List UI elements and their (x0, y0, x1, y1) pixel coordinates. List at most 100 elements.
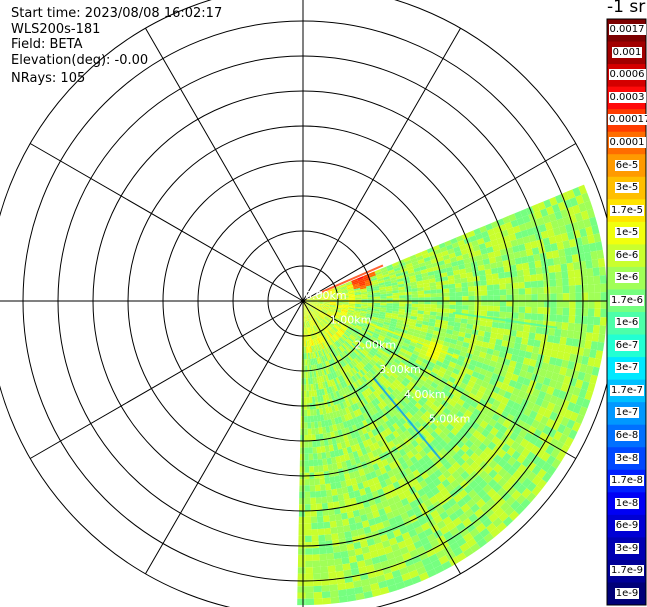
ppi-cell (352, 483, 359, 492)
ppi-cell (317, 299, 324, 301)
ppi-cell (378, 318, 385, 322)
ppi-cell (522, 235, 531, 244)
ppi-cell (430, 509, 440, 519)
ppi-cell (487, 441, 497, 451)
ppi-cell (435, 277, 442, 283)
ppi-cell (509, 360, 517, 368)
ppi-cell (314, 324, 319, 331)
radial-spoke (302, 27, 461, 302)
ppi-cell (344, 498, 352, 507)
ppi-cell (350, 397, 357, 405)
ppi-cell (337, 583, 347, 591)
ppi-cell (365, 445, 372, 454)
colorbar-unit-label: -1 sr (607, 0, 646, 17)
ppi-cell (472, 408, 481, 417)
ppi-cell (524, 281, 532, 289)
ppi-cell (575, 194, 585, 205)
ppi-cell (311, 345, 314, 353)
ppi-cell (305, 340, 308, 347)
ppi-cell (381, 539, 391, 549)
ppi-cell (454, 423, 463, 432)
ppi-cell (416, 255, 424, 261)
ppi-cell (348, 293, 355, 296)
ppi-cell (308, 307, 313, 313)
ppi-cell (429, 472, 438, 482)
ppi-cell (383, 351, 391, 358)
ppi-cell (358, 317, 366, 321)
colorbar-tick-label: 6e-5 (614, 159, 640, 171)
ppi-cell (310, 516, 318, 524)
ppi-cell (505, 437, 515, 447)
ppi-cell (412, 264, 420, 270)
ppi-cell (453, 493, 463, 503)
ppi-cell (483, 235, 491, 243)
ppi-cell (360, 434, 367, 442)
ppi-cell (472, 518, 483, 528)
ppi-cell (490, 527, 501, 538)
ppi-cell (361, 520, 370, 528)
ppi-cell (341, 308, 348, 312)
ppi-cell (431, 559, 442, 569)
ppi-cell (336, 331, 343, 337)
ppi-cell (317, 421, 322, 428)
ppi-cell (311, 299, 318, 301)
ppi-cell (304, 435, 309, 442)
ppi-cell (532, 225, 541, 235)
ppi-cell (336, 339, 343, 346)
ppi-cell (316, 440, 321, 447)
ppi-cell (327, 331, 333, 337)
ppi-cell (442, 316, 449, 322)
ppi-cell (506, 347, 514, 355)
ppi-cell (562, 352, 571, 361)
ppi-cell (489, 337, 497, 345)
ppi-cell (583, 218, 592, 228)
ppi-cell (323, 302, 330, 304)
ppi-cell (450, 479, 460, 489)
ppi-cell (600, 292, 608, 301)
ppi-cell (304, 327, 307, 335)
ring-label: 5.00km (429, 413, 471, 426)
ppi-cell (566, 384, 575, 395)
ppi-cell (458, 512, 469, 523)
ppi-cell (345, 479, 352, 487)
ppi-cell (395, 534, 405, 544)
ppi-cell (329, 304, 336, 307)
ppi-cell (372, 345, 380, 351)
ppi-cell (418, 294, 425, 298)
ppi-cell (498, 278, 506, 285)
ppi-cell (478, 385, 487, 394)
ppi-cell (496, 487, 507, 498)
ppi-cell (420, 493, 430, 503)
ppi-cell (481, 295, 488, 301)
ppi-cell (311, 299, 318, 301)
ppi-cell (379, 291, 387, 295)
ppi-cell (310, 297, 317, 300)
ppi-cell (394, 327, 402, 332)
ppi-cell (322, 308, 329, 312)
ppi-cell (309, 396, 313, 404)
ppi-cell (474, 345, 482, 352)
ppi-cell (464, 262, 472, 269)
ppi-cell (304, 302, 309, 308)
ppi-cell (404, 365, 412, 372)
ppi-cell (410, 534, 421, 544)
ppi-cell (392, 361, 399, 368)
ppi-cell (333, 334, 339, 340)
ppi-cell (566, 206, 575, 217)
ppi-cell (367, 370, 374, 378)
ppi-cell (469, 443, 479, 453)
ppi-cell (355, 303, 362, 306)
ppi-cell (542, 273, 550, 281)
ppi-cell (374, 343, 381, 349)
ppi-cell (384, 319, 391, 324)
ppi-cell (353, 374, 360, 381)
colorbar-tick-label: 0.0017 (608, 24, 646, 36)
ppi-cell (365, 403, 372, 411)
ppi-cell (321, 426, 327, 434)
ppi-cell (310, 365, 314, 372)
ppi-cell (512, 300, 519, 307)
ppi-cell (337, 376, 343, 383)
ppi-cell (376, 360, 384, 367)
ppi-cell (410, 284, 418, 289)
ppi-cell (435, 319, 442, 325)
